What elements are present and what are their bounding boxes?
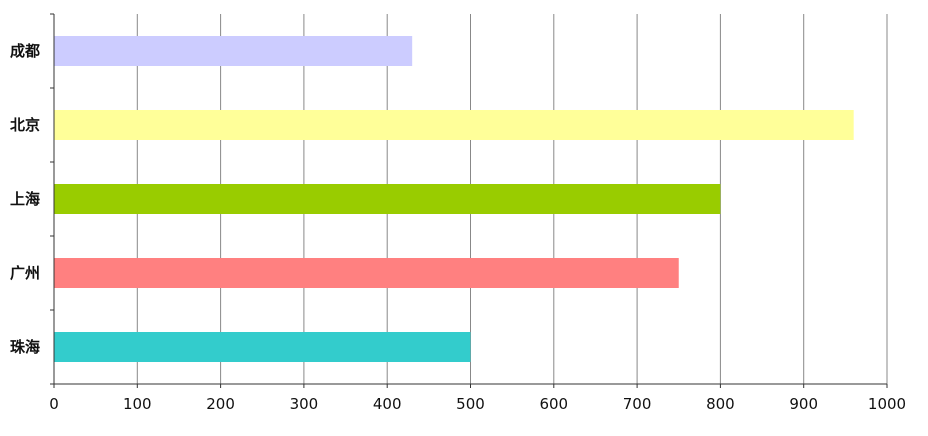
x-tick-label: 100	[123, 395, 152, 413]
x-tick-label: 300	[290, 395, 319, 413]
x-tick-label: 900	[789, 395, 818, 413]
category-label: 成都	[10, 42, 40, 60]
x-tick-label: 200	[206, 395, 235, 413]
labels: 0 100 200 300 400 500 600 700 800 900 1000 成都北京上海广州…	[10, 42, 906, 413]
bar-5	[54, 332, 471, 362]
category-label: 广州	[10, 264, 40, 282]
category-label: 珠海	[10, 338, 40, 356]
x-tick-label: 700	[623, 395, 652, 413]
bar-1	[54, 36, 413, 66]
bars	[54, 36, 854, 362]
x-tick-label: 800	[706, 395, 735, 413]
x-tick-label: 400	[373, 395, 402, 413]
x-tick-label: 1000	[868, 395, 906, 413]
category-label: 北京	[10, 116, 40, 134]
bar-4	[54, 258, 679, 288]
x-tick-label: 0	[49, 395, 59, 413]
axes	[50, 13, 888, 388]
bar-2	[54, 110, 854, 140]
x-tick-label: 600	[539, 395, 568, 413]
x-tick-label: 500	[456, 395, 485, 413]
bar-3	[54, 184, 721, 214]
category-label: 上海	[10, 190, 40, 208]
